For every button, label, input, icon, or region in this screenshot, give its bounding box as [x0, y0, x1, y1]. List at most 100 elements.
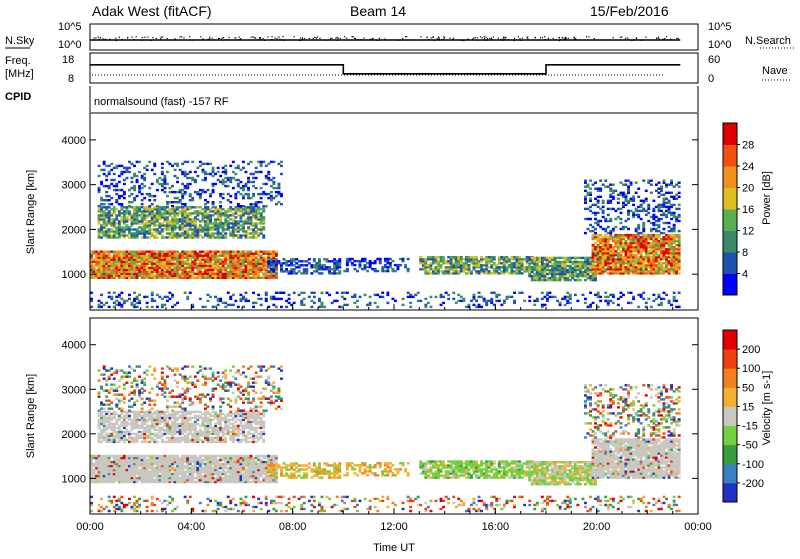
- noise-search-point: [431, 37, 432, 38]
- power-cell: [95, 265, 98, 267]
- power-cell: [270, 251, 273, 253]
- noise-search-point: [482, 37, 483, 38]
- power-cell: [212, 175, 215, 177]
- power-ytick-label: 1000: [62, 269, 86, 281]
- power-cell: [153, 212, 156, 214]
- power-cell: [229, 218, 232, 220]
- power-cell: [609, 200, 612, 202]
- power-cell: [668, 200, 671, 202]
- power-cell: [655, 206, 658, 208]
- power-cell: [475, 258, 478, 260]
- power-cell: [658, 218, 661, 220]
- noise-search-point: [98, 37, 99, 38]
- velocity-cell: [93, 469, 96, 471]
- power-cell: [488, 266, 491, 268]
- power-cell: [665, 258, 668, 260]
- power-cell: [594, 270, 597, 272]
- noise-search-point: [559, 37, 560, 38]
- power-cell: [592, 275, 595, 277]
- power-cell: [113, 167, 116, 169]
- power-cell: [214, 224, 217, 226]
- noise-search-point: [274, 38, 275, 39]
- power-cell: [240, 224, 243, 226]
- power-cell: [584, 279, 587, 281]
- power-cell: [432, 270, 435, 272]
- power-cell: [136, 175, 139, 177]
- power-cell: [252, 203, 255, 205]
- power-cell: [222, 167, 225, 169]
- power-cell: [189, 212, 192, 214]
- power-cell: [189, 218, 192, 220]
- power-cell: [115, 304, 118, 306]
- power-cell: [105, 199, 108, 201]
- power-cell: [614, 234, 617, 236]
- power-cell: [607, 296, 610, 298]
- power-cell: [379, 260, 382, 262]
- power-cell: [260, 226, 263, 228]
- noise-search-point: [641, 40, 642, 41]
- power-cell: [450, 258, 453, 260]
- power-cell: [247, 210, 250, 212]
- power-cell: [115, 265, 118, 267]
- power-cell: [569, 261, 572, 263]
- power-cell: [483, 268, 486, 270]
- freq-panel-frame: [90, 53, 698, 83]
- power-cell: [278, 191, 281, 193]
- power-cell: [250, 210, 253, 212]
- power-cell: [250, 265, 253, 267]
- power-cell: [386, 258, 389, 260]
- power-cell: [313, 292, 316, 294]
- power-cell: [523, 266, 526, 268]
- power-cell: [599, 300, 602, 302]
- power-cell: [579, 275, 582, 277]
- power-cell: [630, 210, 633, 212]
- power-cell: [222, 224, 225, 226]
- noise-search-point: [427, 37, 428, 38]
- noise-search-point: [428, 39, 429, 40]
- power-cell: [554, 257, 557, 259]
- noise-search-point: [300, 38, 301, 39]
- power-cell: [609, 184, 612, 186]
- velocity-cell: [123, 455, 126, 457]
- power-cell: [503, 256, 506, 258]
- power-cell: [450, 256, 453, 258]
- power-cell: [647, 258, 650, 260]
- velocity-cell: [103, 455, 106, 457]
- power-cell: [255, 236, 258, 238]
- power-cell: [204, 306, 207, 308]
- noise-search-point: [363, 38, 364, 39]
- power-cell: [110, 218, 113, 220]
- power-cell: [658, 230, 661, 232]
- power-cell: [270, 258, 273, 260]
- power-cell: [161, 224, 164, 226]
- power-cell: [419, 256, 422, 258]
- power-cell: [295, 262, 298, 264]
- power-cell: [194, 277, 197, 279]
- power-cell: [232, 218, 235, 220]
- power-cell: [614, 244, 617, 246]
- velocity-cell: [95, 473, 98, 475]
- power-cell: [569, 279, 572, 281]
- power-cell: [354, 264, 357, 266]
- power-cell: [612, 228, 615, 230]
- power-cell: [272, 270, 275, 272]
- power-cell: [440, 258, 443, 260]
- power-cell: [212, 263, 215, 265]
- power-cell: [658, 196, 661, 198]
- power-cell: [123, 206, 126, 208]
- power-cell: [242, 167, 245, 169]
- power-cell: [673, 212, 676, 214]
- power-cell: [204, 171, 207, 173]
- power-cell: [645, 210, 648, 212]
- noise-left-tick-high: 10^5: [58, 21, 82, 33]
- power-cell: [493, 270, 496, 272]
- power-cell: [612, 196, 615, 198]
- power-cell: [498, 256, 501, 258]
- power-cell: [189, 193, 192, 195]
- power-cell: [424, 298, 427, 300]
- power-cell: [260, 171, 263, 173]
- power-cell: [176, 163, 179, 165]
- power-cell: [110, 251, 113, 253]
- power-cell: [480, 264, 483, 266]
